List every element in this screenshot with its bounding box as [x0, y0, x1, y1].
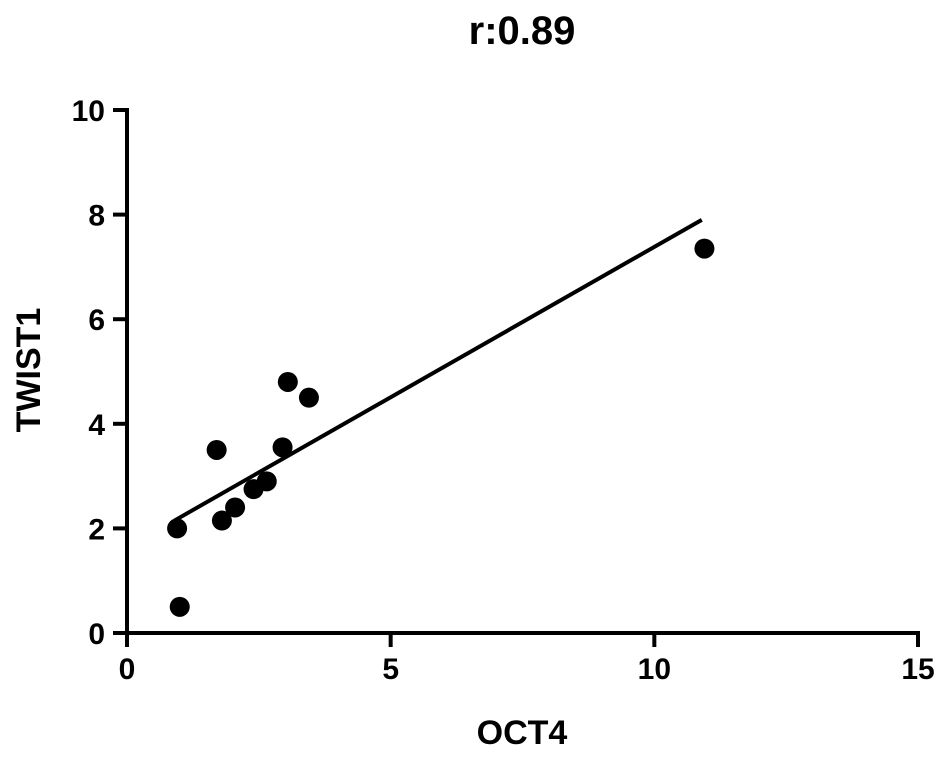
x-tick-label: 15: [901, 653, 934, 686]
y-axis-label: TWIST1: [10, 308, 48, 433]
y-tick-label: 8: [88, 200, 105, 233]
data-points: [167, 238, 715, 617]
x-tick-label: 0: [119, 653, 136, 686]
x-axis-label: OCT4: [477, 714, 568, 752]
data-point: [298, 387, 319, 408]
data-point: [167, 518, 188, 539]
x-tick-label: 5: [382, 653, 399, 686]
data-point: [169, 596, 190, 617]
data-point: [211, 510, 232, 531]
data-point: [277, 371, 298, 392]
y-tick-label: 10: [72, 95, 105, 128]
data-point: [694, 238, 715, 259]
data-point: [256, 471, 277, 492]
axes: [125, 108, 920, 635]
y-tick-label: 4: [88, 409, 105, 442]
y-tick-label: 6: [88, 304, 105, 337]
data-point: [272, 437, 293, 458]
x-tick-label: 10: [638, 653, 671, 686]
data-point: [206, 439, 227, 460]
axis-ticks: 0 5 10 15 0 2 4 6 8 10: [72, 95, 935, 686]
chart-title: r:0.89: [469, 9, 576, 53]
y-tick-label: 0: [88, 618, 105, 651]
data-point: [225, 497, 246, 518]
regression-line: [173, 218, 703, 523]
y-tick-label: 2: [88, 513, 105, 546]
